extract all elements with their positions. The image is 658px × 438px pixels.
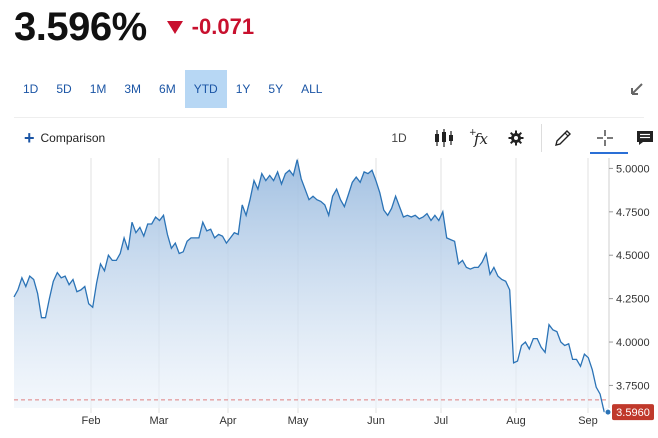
x-tick-label: Mar: [150, 415, 169, 427]
last-value-marker: 3.5960: [604, 404, 654, 421]
gear-icon[interactable]: [506, 124, 526, 152]
range-5d-button[interactable]: 5D: [56, 82, 72, 96]
last-value-label: 3.5960: [616, 407, 650, 419]
down-triangle-icon: [166, 20, 183, 34]
quote-header: 3.596% -0.071: [14, 4, 254, 50]
range-1d-button[interactable]: 1D: [23, 82, 39, 96]
x-axis: Feb Mar Apr May Jun Jul Aug Sep: [82, 415, 598, 427]
function-icon[interactable]: + fx: [468, 124, 490, 152]
crosshair-active-indicator: [590, 152, 628, 154]
svg-text:+: +: [469, 128, 477, 138]
yield-price: 3.596%: [14, 5, 147, 49]
price-change: -0.071: [166, 14, 255, 40]
range-ytd-button[interactable]: YTD: [184, 70, 227, 108]
x-tick-label: Sep: [578, 415, 598, 427]
expand-icon[interactable]: [630, 82, 644, 96]
last-point: [604, 408, 612, 416]
y-tick-label: 4.0000: [616, 337, 650, 349]
toolbar-separator: [541, 124, 542, 152]
y-tick-label: 4.7500: [616, 207, 650, 219]
x-tick-label: Feb: [82, 415, 101, 427]
x-tick-label: Apr: [219, 415, 236, 427]
yield-chart[interactable]: 5.0000 4.7500 4.5000 4.2500 4.0000 3.7500 Feb…: [0, 150, 658, 438]
toolbar-divider: [14, 117, 644, 118]
y-tick-label: 5.0000: [616, 163, 650, 175]
x-tick-label: May: [288, 415, 309, 427]
x-tick-label: Jul: [434, 415, 448, 427]
range-3m-button[interactable]: 3M: [124, 82, 142, 96]
comparison-label: Comparison: [40, 131, 106, 145]
range-all-button[interactable]: ALL: [301, 82, 323, 96]
x-tick-label: Aug: [506, 415, 526, 427]
range-6m-button[interactable]: 6M: [159, 82, 176, 96]
y-tick-label: 3.7500: [616, 380, 650, 392]
crosshair-icon[interactable]: [594, 124, 616, 152]
plus-icon: +: [24, 128, 35, 148]
y-tick-label: 4.2500: [616, 294, 650, 306]
y-axis: 5.0000 4.7500 4.5000 4.2500 4.0000 3.7500: [609, 163, 650, 392]
time-range-selector: 1D 5D 1M 3M 6M YTD 1Y 5Y ALL: [14, 70, 331, 108]
last-value-badge: [612, 404, 654, 421]
candlestick-icon[interactable]: [432, 124, 456, 152]
series-line: [13, 159, 609, 413]
series-area: [14, 159, 608, 413]
interval-selector[interactable]: 1D: [391, 131, 407, 145]
y-tick-label: 4.5000: [616, 250, 650, 262]
x-tick-label: Jun: [367, 415, 385, 427]
comparison-button[interactable]: + Comparison: [24, 128, 106, 148]
range-5y-button[interactable]: 5Y: [268, 82, 284, 96]
comment-icon[interactable]: [634, 124, 656, 152]
svg-text:fx: fx: [473, 130, 489, 148]
price-change-value: -0.071: [191, 14, 255, 39]
range-1y-button[interactable]: 1Y: [235, 82, 251, 96]
range-1m-button[interactable]: 1M: [89, 82, 107, 96]
pencil-icon[interactable]: [552, 124, 574, 152]
